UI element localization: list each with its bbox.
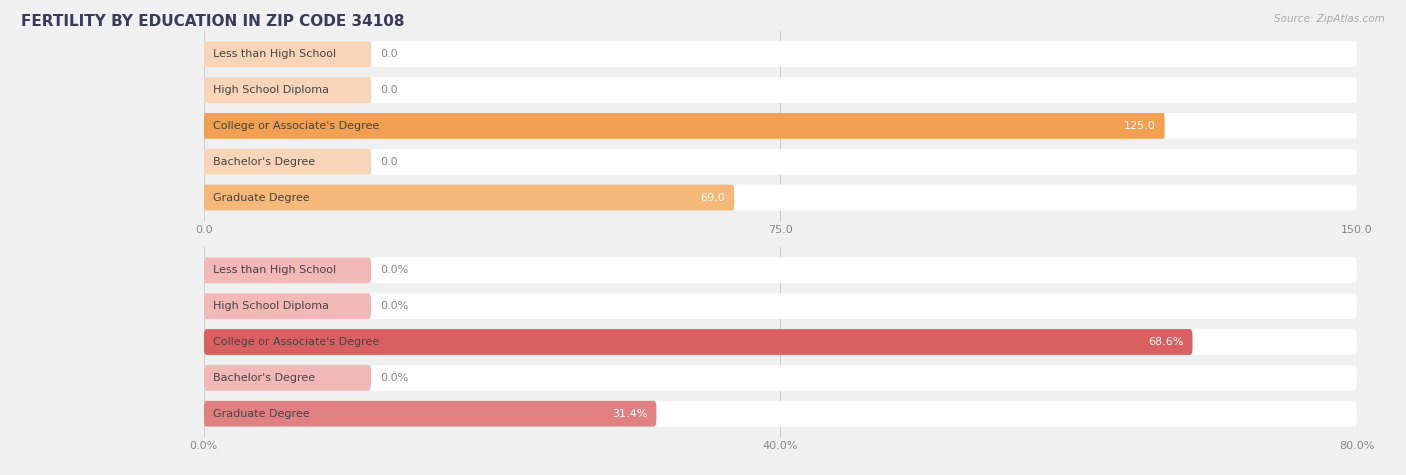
Text: 69.0: 69.0 xyxy=(700,192,725,202)
FancyBboxPatch shape xyxy=(204,149,371,175)
FancyBboxPatch shape xyxy=(204,257,371,283)
Text: High School Diploma: High School Diploma xyxy=(214,85,329,95)
FancyBboxPatch shape xyxy=(204,257,1357,283)
Text: 0.0: 0.0 xyxy=(380,157,398,167)
FancyBboxPatch shape xyxy=(204,185,1357,210)
Text: FERTILITY BY EDUCATION IN ZIP CODE 34108: FERTILITY BY EDUCATION IN ZIP CODE 34108 xyxy=(21,14,405,29)
Text: 0.0%: 0.0% xyxy=(380,301,409,311)
Text: College or Associate's Degree: College or Associate's Degree xyxy=(214,121,380,131)
Text: Less than High School: Less than High School xyxy=(214,49,336,59)
Text: 0.0%: 0.0% xyxy=(380,373,409,383)
FancyBboxPatch shape xyxy=(204,41,1357,67)
Text: 0.0: 0.0 xyxy=(380,49,398,59)
FancyBboxPatch shape xyxy=(204,113,1357,139)
FancyBboxPatch shape xyxy=(204,77,1357,103)
FancyBboxPatch shape xyxy=(204,41,371,67)
FancyBboxPatch shape xyxy=(204,401,657,427)
FancyBboxPatch shape xyxy=(204,329,1357,355)
Text: 125.0: 125.0 xyxy=(1123,121,1156,131)
FancyBboxPatch shape xyxy=(204,185,734,210)
Text: 31.4%: 31.4% xyxy=(612,408,647,418)
FancyBboxPatch shape xyxy=(204,365,371,391)
FancyBboxPatch shape xyxy=(204,113,1164,139)
Text: 0.0: 0.0 xyxy=(380,85,398,95)
Text: Graduate Degree: Graduate Degree xyxy=(214,192,309,202)
Text: 0.0%: 0.0% xyxy=(380,266,409,276)
FancyBboxPatch shape xyxy=(204,293,371,319)
FancyBboxPatch shape xyxy=(204,293,1357,319)
Text: Bachelor's Degree: Bachelor's Degree xyxy=(214,373,315,383)
Text: Bachelor's Degree: Bachelor's Degree xyxy=(214,157,315,167)
Text: Graduate Degree: Graduate Degree xyxy=(214,408,309,418)
FancyBboxPatch shape xyxy=(204,401,1357,427)
FancyBboxPatch shape xyxy=(204,149,1357,175)
FancyBboxPatch shape xyxy=(204,77,371,103)
Text: Source: ZipAtlas.com: Source: ZipAtlas.com xyxy=(1274,14,1385,24)
FancyBboxPatch shape xyxy=(204,329,1192,355)
Text: 68.6%: 68.6% xyxy=(1147,337,1184,347)
Text: High School Diploma: High School Diploma xyxy=(214,301,329,311)
FancyBboxPatch shape xyxy=(204,365,1357,391)
Text: Less than High School: Less than High School xyxy=(214,266,336,276)
Text: College or Associate's Degree: College or Associate's Degree xyxy=(214,337,380,347)
